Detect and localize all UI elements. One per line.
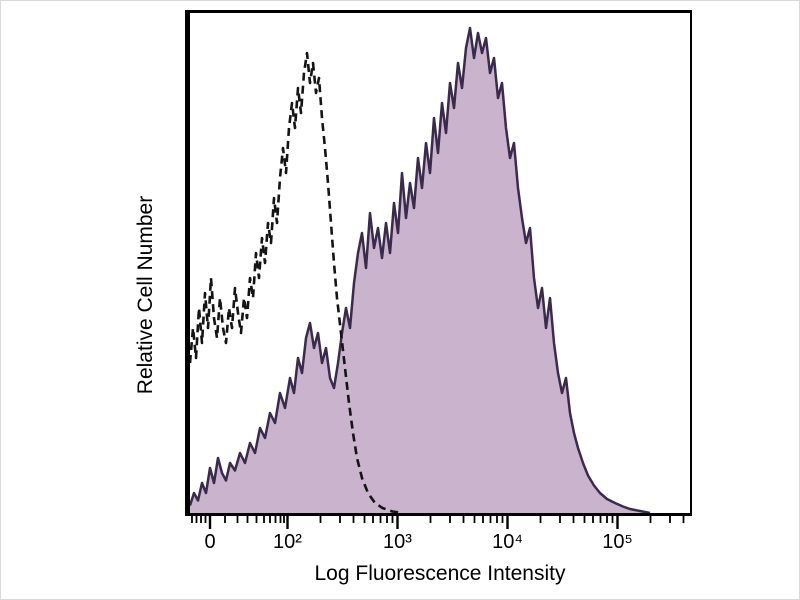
- x-tick-label: 10³: [383, 531, 412, 553]
- unstained-control-curve: [190, 51, 403, 513]
- x-axis-title: Log Fluorescence Intensity: [314, 562, 566, 585]
- x-tick-label: 10⁴: [492, 531, 523, 553]
- x-tick-label: 10²: [273, 531, 302, 553]
- histogram-svg: [190, 26, 651, 513]
- x-axis-ticks-row: [190, 516, 690, 532]
- plot-area: [185, 10, 692, 516]
- x-axis-ticks: [191, 516, 685, 529]
- x-tick-label: 10⁵: [602, 531, 633, 553]
- stained-sample-curve: [190, 26, 651, 513]
- stained-sample-fill: [190, 28, 650, 513]
- x-tick-label: 0: [204, 531, 216, 553]
- x-axis-tick-labels: 0 10² 10³ 10⁴ 10⁵: [190, 530, 690, 556]
- y-axis-title: Relative Cell Number: [134, 195, 157, 395]
